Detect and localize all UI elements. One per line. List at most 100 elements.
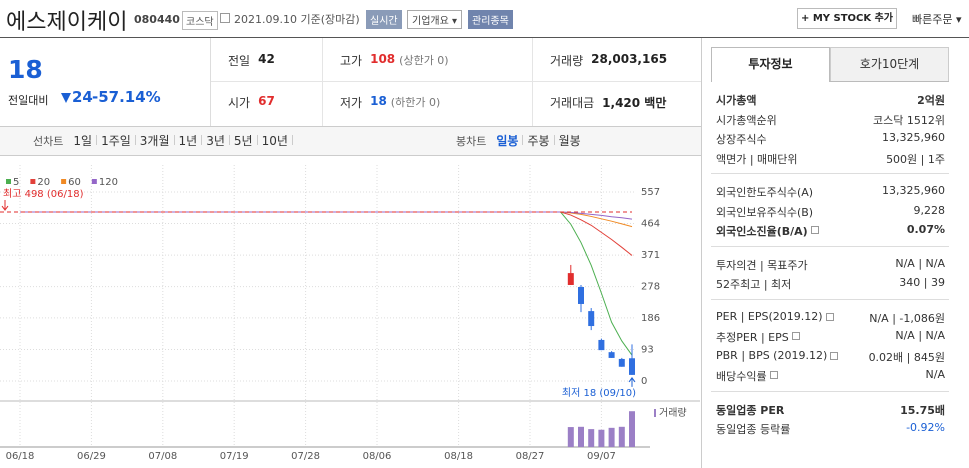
- candle-body: [567, 273, 574, 285]
- ma-line: [20, 211, 633, 356]
- invest-divider: [711, 173, 949, 174]
- volume-bar: [608, 427, 615, 447]
- candle-body: [588, 311, 595, 327]
- summary-col-divider: [322, 38, 323, 126]
- chart: 06/18 06/29 07/08 07/19 07/28 08/06 08/18 08/27…: [0, 165, 700, 462]
- legend-swatch: [6, 179, 11, 184]
- low-arrow: [628, 377, 636, 387]
- market-badge: 코스닥: [182, 11, 218, 30]
- x-tick-label: 07/28: [291, 451, 320, 462]
- my-stock-button[interactable]: + MY STOCK 추가: [797, 8, 897, 29]
- summary-label: 저가: [340, 96, 363, 110]
- help-icon: [825, 312, 834, 321]
- invest-tab-active[interactable]: 투자정보: [711, 47, 830, 82]
- x-tick-label: 06/29: [77, 451, 106, 462]
- candle-body: [578, 287, 584, 304]
- period-tab[interactable]: 10년: [261, 134, 288, 148]
- legend-swatch: [61, 179, 67, 184]
- candle-body: [618, 358, 625, 367]
- price-current: 18: [8, 55, 43, 84]
- help-icon: [769, 371, 778, 379]
- help-icon: [791, 332, 800, 340]
- invest-label: 추정PER | EPS: [716, 331, 789, 344]
- period-separator: [134, 135, 136, 145]
- period-tab[interactable]: 1년: [178, 134, 198, 148]
- base-date: 2021.09.10 기준(장마감): [234, 13, 360, 26]
- summary-value: 42: [258, 52, 275, 66]
- invest-divider: [711, 245, 949, 247]
- candle-body: [598, 339, 605, 351]
- volume-bar: [588, 429, 595, 447]
- invest-label: 배당수익률: [716, 370, 767, 383]
- period-tab[interactable]: 1일: [73, 134, 93, 148]
- y-tick-label: 186: [641, 313, 660, 324]
- invest-value: -0.92%: [906, 421, 945, 434]
- x-tick-label: 09/07: [587, 451, 616, 462]
- down-arrow: [61, 93, 71, 103]
- period-separator: [228, 135, 230, 145]
- ma-line: [20, 211, 633, 256]
- invest-value: 500원 | 1주: [886, 152, 945, 166]
- invest-value: 코스닥 1512위: [873, 113, 945, 127]
- period-separator: [522, 135, 524, 145]
- right-panel-border: [701, 38, 702, 468]
- summary-value: 18: [370, 94, 387, 108]
- company-tag[interactable]: 기업개요 ▾: [407, 10, 463, 29]
- y-tick-label: 278: [641, 282, 660, 293]
- period-tab[interactable]: 3년: [206, 134, 225, 148]
- invest-label: 외국인소진율(B/A): [716, 225, 808, 238]
- period-label: 봉차트: [456, 135, 487, 148]
- period-tab[interactable]: 3개월: [139, 134, 170, 148]
- price-divider: [210, 38, 211, 126]
- quick-order[interactable]: 빠른주문 ▾: [912, 13, 962, 26]
- company-tag-text: 기업개요: [412, 16, 449, 27]
- period-tab[interactable]: 주봉: [527, 134, 550, 148]
- volume-bar: [629, 411, 635, 447]
- invest-value: 2억원: [917, 94, 945, 107]
- invest-label: PBR | BPS (2019.12): [716, 348, 828, 362]
- legend-swatch: [91, 179, 97, 184]
- summary-col-divider: [532, 38, 533, 126]
- period-separator: [256, 135, 258, 145]
- period-tab[interactable]: 일봉: [496, 134, 519, 148]
- price-change: 24: [72, 88, 93, 106]
- period-tab[interactable]: 월봉: [558, 134, 581, 148]
- realtime-tag[interactable]: 실시간: [366, 10, 402, 29]
- y-tick-label: 371: [641, 250, 660, 261]
- x-tick-label: 08/18: [444, 451, 473, 462]
- invest-label: 동일업종 PER: [716, 403, 785, 417]
- invest-value: 13,325,960: [882, 131, 945, 144]
- period-separator: [291, 135, 293, 145]
- invest-value: N/A | -1,086원: [869, 311, 945, 325]
- summary-value: 108: [370, 52, 396, 66]
- legend-label: 60: [68, 177, 81, 188]
- invest-tab[interactable]: 호가10단계: [830, 47, 949, 82]
- calendar-icon: [220, 13, 230, 23]
- invest-value: 340 | 39: [899, 276, 945, 289]
- invest-value: 15.75배: [900, 403, 945, 417]
- period-separator: [201, 135, 203, 145]
- quick-order-text: 빠른주문: [912, 13, 953, 26]
- help-icon: [830, 351, 839, 360]
- volume-bar: [598, 429, 605, 447]
- summary-note: (하한가 0): [390, 96, 441, 109]
- managed-tag: 관리종목: [468, 10, 513, 29]
- period-tab[interactable]: 5년: [233, 134, 253, 148]
- invest-label: PER | EPS(2019.12): [716, 309, 823, 323]
- volume-bar: [618, 426, 625, 447]
- volume-bar: [578, 426, 584, 447]
- x-tick-label: 08/27: [516, 451, 545, 462]
- x-tick-label: 06/18: [6, 451, 35, 462]
- candle-body: [608, 352, 615, 358]
- low-label: 최저 18 (09/10): [562, 387, 636, 399]
- invest-label: 액면가 | 매매단위: [716, 152, 798, 166]
- x-tick-label: 08/06: [363, 451, 392, 462]
- period-tab[interactable]: 1주일: [101, 134, 131, 148]
- legend-swatch: [30, 179, 36, 184]
- invest-value: 0.02배 | 845원: [868, 350, 945, 364]
- high-arrow: [1, 200, 9, 211]
- invest-label: 시가총액: [716, 94, 757, 107]
- header-border: [0, 37, 969, 38]
